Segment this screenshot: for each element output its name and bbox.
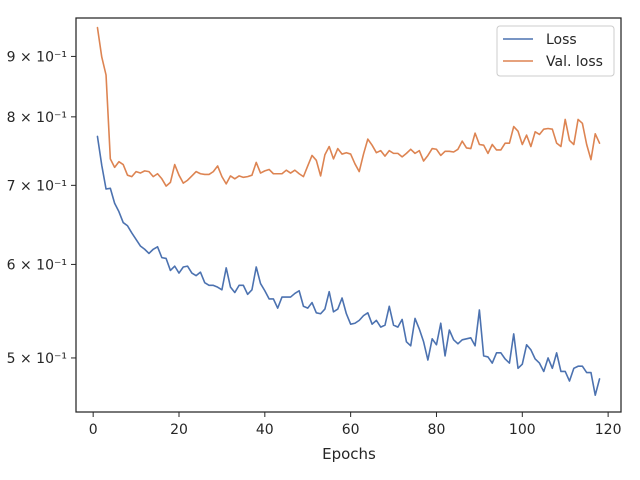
x-axis-label: Epochs [322,445,376,463]
legend: Loss Val. loss [496,25,615,77]
y-tick-label: 6 × 10⁻¹ [7,257,67,273]
y-tick-label: 9 × 10⁻¹ [7,49,67,65]
series-line-loss [96,135,601,396]
x-tick-label: 40 [256,422,274,438]
x-tick-label: 20 [170,422,188,438]
legend-label-val-loss: Val. loss [546,54,603,70]
x-tick-label: 60 [342,422,360,438]
series-line-val-loss [96,26,601,187]
y-tick-label: 8 × 10⁻¹ [7,110,67,126]
x-axis: 0 20 40 60 80 100 120 [89,412,622,438]
y-tick-label: 7 × 10⁻¹ [7,178,67,194]
x-tick-label: 100 [509,422,536,438]
plot-frame [75,17,622,413]
y-tick-label: 5 × 10⁻¹ [7,351,67,367]
x-tick-label: 0 [89,422,98,438]
plot-lines [96,26,601,396]
legend-label-loss: Loss [546,32,577,48]
x-tick-label: 80 [428,422,446,438]
x-tick-label: 120 [595,422,622,438]
y-axis: 5 × 10⁻¹ 6 × 10⁻¹ 7 × 10⁻¹ 8 × 10⁻¹ 9 × 10⁻¹ [7,49,76,367]
